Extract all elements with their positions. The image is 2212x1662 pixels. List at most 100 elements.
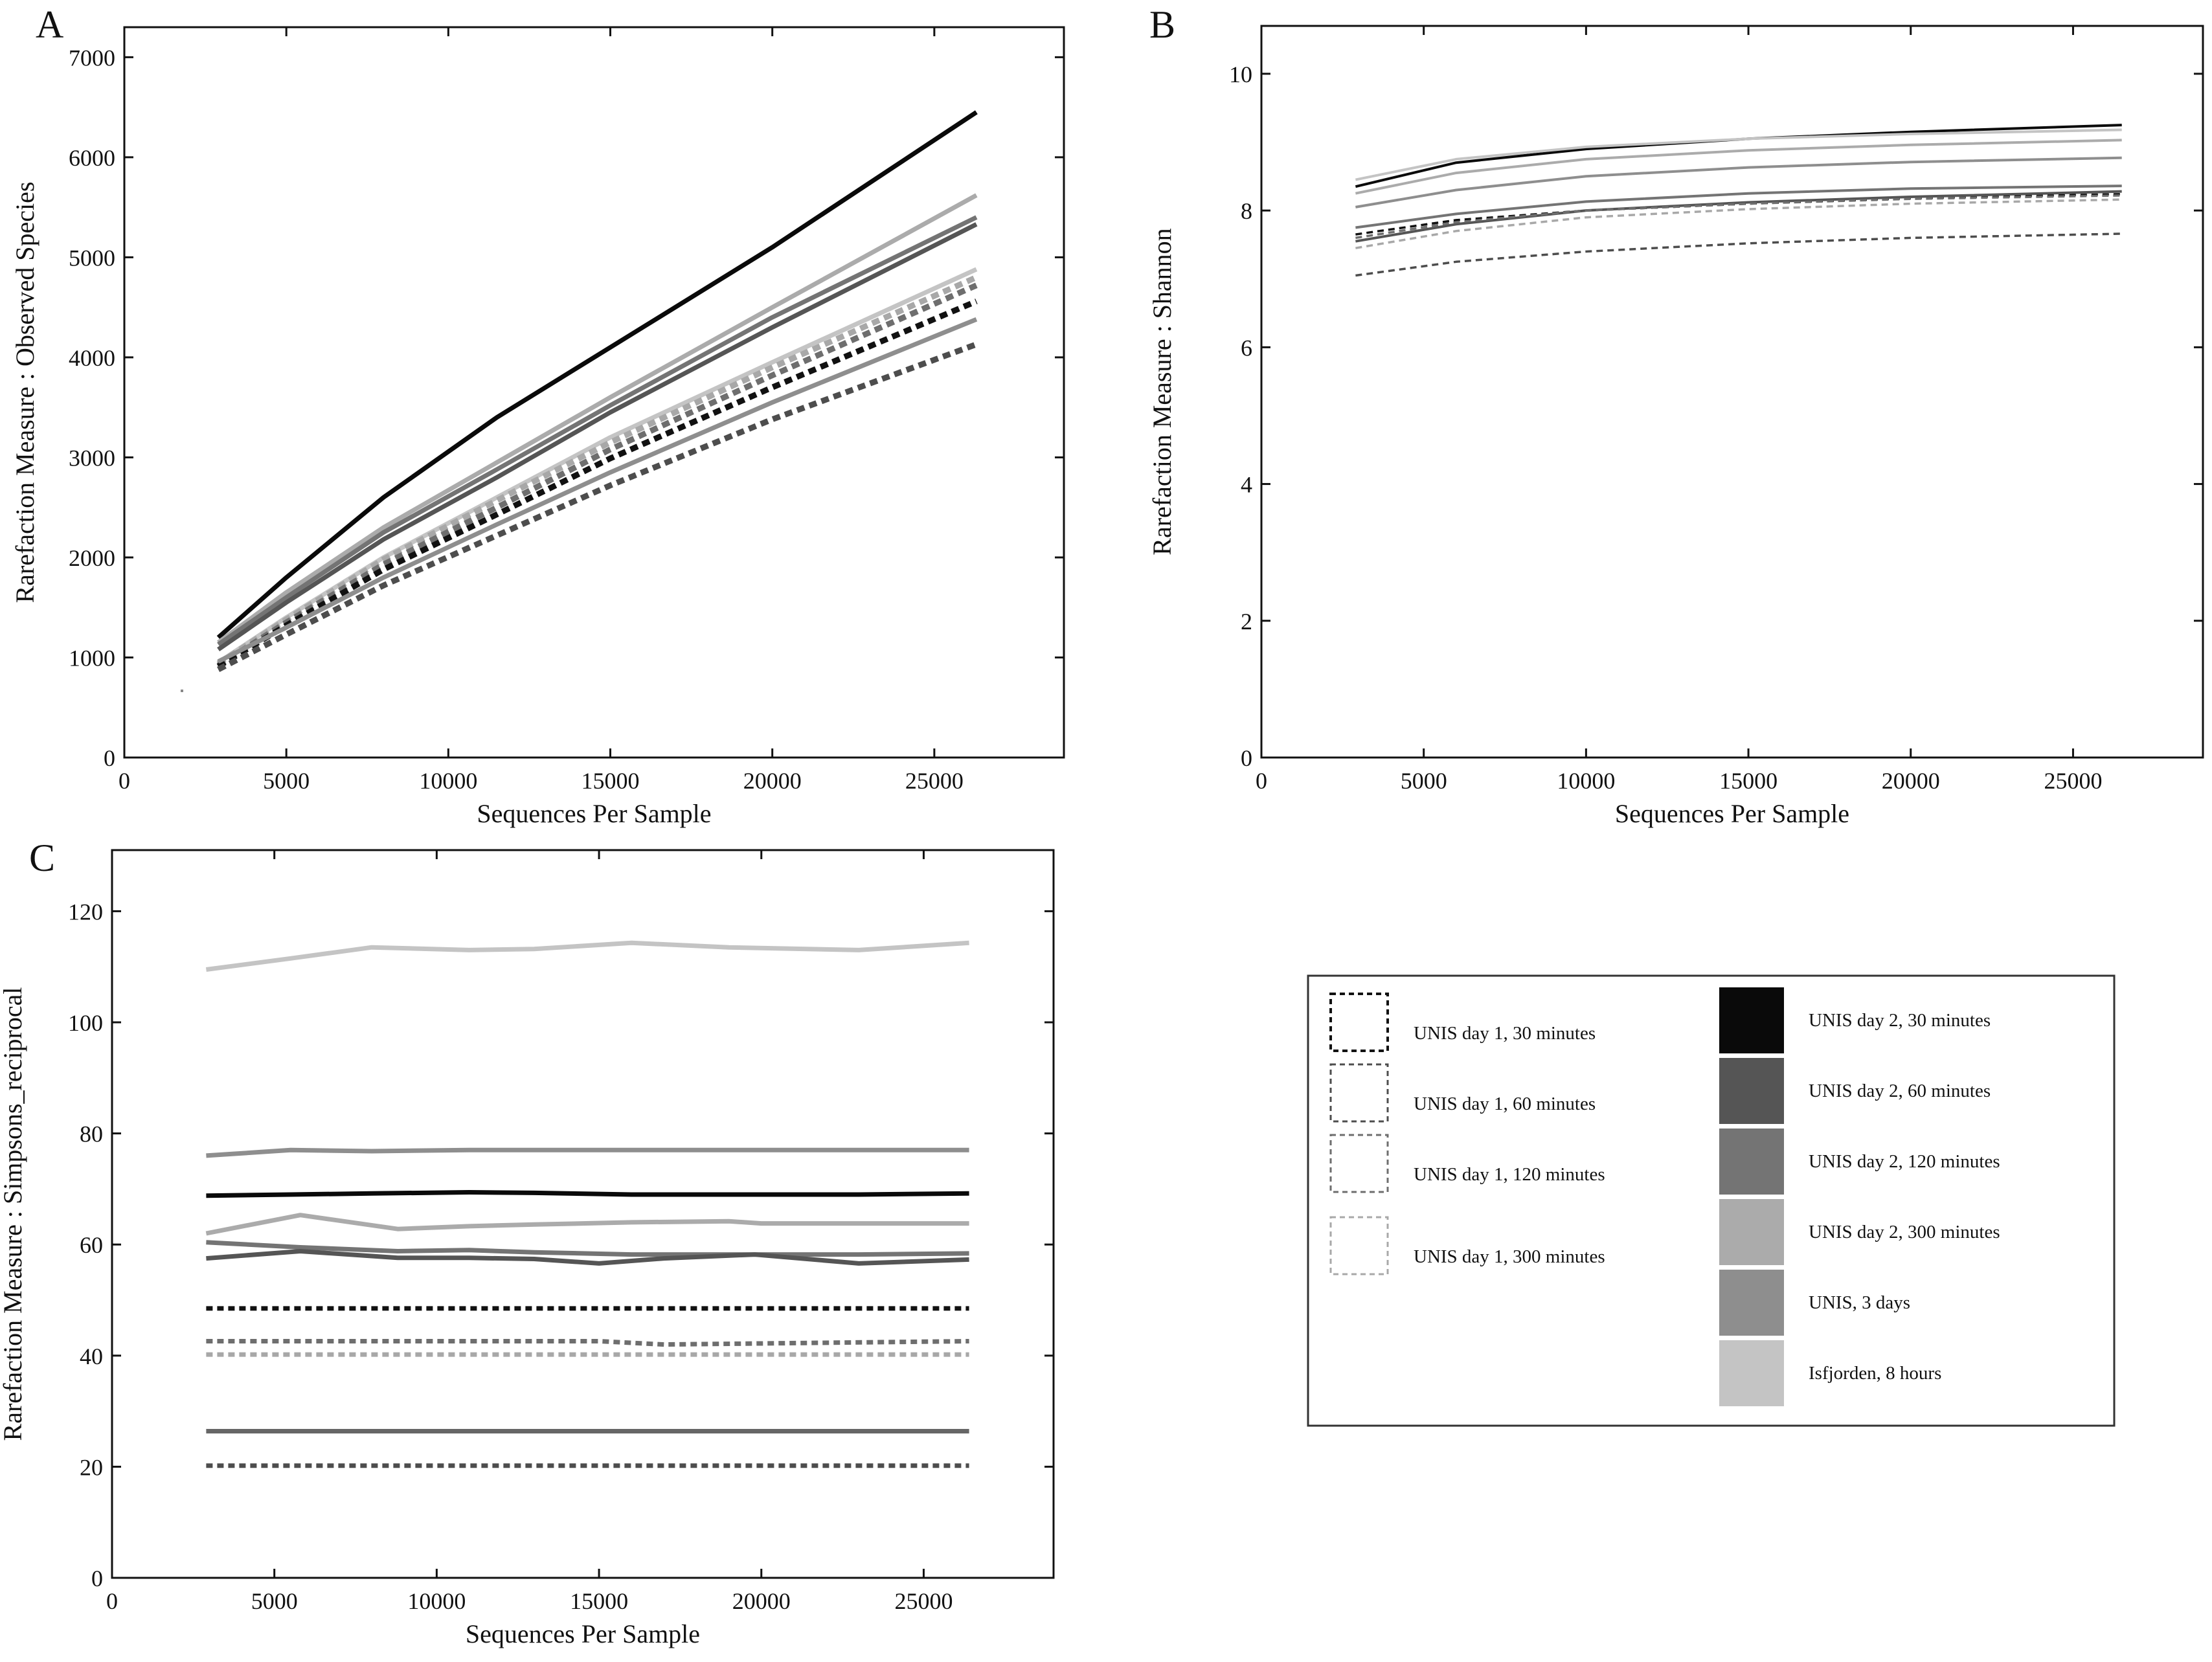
panel-c-y-tick-label: 0 xyxy=(91,1566,103,1591)
panel-c-x-tick-label: 25000 xyxy=(894,1588,953,1614)
panel-c-plot-frame xyxy=(111,849,1055,1579)
panel-b-x-tick-label: 10000 xyxy=(1557,768,1615,794)
panel-a-x-tick-label: 25000 xyxy=(905,768,964,794)
panel-b-y-tick-label: 8 xyxy=(1241,198,1252,224)
panel-b-series-d2-120 xyxy=(1355,185,2122,229)
panel-b-x-tick-label: 25000 xyxy=(2044,768,2102,794)
panel-b-x-tick-label: 0 xyxy=(1256,768,1267,794)
legend-swatch xyxy=(1329,1134,1389,1193)
panel-b: B 0 5000 10000 15000 20000 25000 0 2 4 6 8 10 Sequen… xyxy=(1147,3,2204,828)
panel-b-x-tick-label: 5000 xyxy=(1401,768,1447,794)
legend-item-d2-30: UNIS day 2, 30 minutes xyxy=(1719,987,1991,1053)
panel-b-y-tick-label: 2 xyxy=(1241,609,1252,634)
legend-swatch xyxy=(1329,1063,1389,1123)
panel-c-series-d2-300 xyxy=(205,1213,969,1236)
legend-label: UNIS day 2, 300 minutes xyxy=(1809,1222,2000,1242)
legend-label: UNIS day 2, 30 minutes xyxy=(1809,1010,1991,1031)
legend-item-d2-60: UNIS day 2, 60 minutes xyxy=(1719,1058,1991,1124)
panel-a-series-d3 xyxy=(217,317,978,664)
legend-item-d1-120: UNIS day 1, 120 minutes xyxy=(1329,1134,1605,1193)
panel-a-series-d2-300 xyxy=(217,193,978,645)
panel-b-series-d1-300 xyxy=(1355,198,2122,249)
legend-item-d1-300: UNIS day 1, 300 minutes xyxy=(1329,1216,1605,1275)
legend-swatch xyxy=(1719,1129,1784,1195)
panel-a: A 0 5000 10000 15000 20000 25000 0 1000 2000 3000… xyxy=(10,3,1065,828)
panel-c-x-tick-label: 15000 xyxy=(570,1588,628,1614)
legend-swatch xyxy=(1329,1216,1389,1275)
panel-b-y-tick-label: 10 xyxy=(1229,62,1252,87)
legend-item-d1-60: UNIS day 1, 60 minutes xyxy=(1329,1063,1596,1123)
panel-b-series-d1-60 xyxy=(1355,232,2122,277)
panel-a-x-tick-label: 5000 xyxy=(263,768,310,794)
legend-item-d3: UNIS, 3 days xyxy=(1719,1270,1910,1336)
panel-c-series-d2-120 xyxy=(206,1240,969,1257)
panel-c-y-tick-label: 100 xyxy=(68,1010,103,1036)
panel-a-series-d2-60 xyxy=(217,222,978,651)
legend-swatch xyxy=(1719,1270,1784,1336)
panel-b-x-tick-label: 15000 xyxy=(1719,768,1778,794)
legend-label: UNIS day 2, 120 minutes xyxy=(1809,1151,2000,1172)
panel-b-x-tick-label: 20000 xyxy=(1882,768,1940,794)
legend: UNIS day 1, 30 minutes UNIS day 1, 60 min… xyxy=(1307,974,2116,1427)
panel-b-y-axis-title: Rarefaction Measure : Shannon xyxy=(1147,228,1177,555)
legend-swatch xyxy=(1329,993,1389,1052)
panel-b-series-d2-300 xyxy=(1355,139,2122,195)
panel-c-y-axis-title: Rarefaction Measure : Simpsons_reciproca… xyxy=(0,987,27,1441)
legend-label: UNIS day 1, 60 minutes xyxy=(1414,1094,1596,1114)
panel-a-y-tick-label: 0 xyxy=(104,745,115,771)
panel-a-x-axis-title: Sequences Per Sample xyxy=(477,799,711,828)
panel-b-series-isf xyxy=(1355,128,2122,181)
panel-b-series-d3 xyxy=(1355,156,2122,208)
panel-c-y-tick-label: 40 xyxy=(80,1343,103,1369)
panel-c-x-tick-label: 20000 xyxy=(732,1588,791,1614)
panel-a-plot-frame xyxy=(123,26,1065,759)
panel-c-x-tick-label: 10000 xyxy=(407,1588,466,1614)
panel-a-series-d2-120 xyxy=(217,215,978,647)
legend-box xyxy=(1307,974,2116,1427)
panel-b-y-tick-label: 0 xyxy=(1241,745,1252,771)
panel-b-letter: B xyxy=(1149,3,1175,46)
panel-c-y-tick-label: 20 xyxy=(80,1454,103,1480)
legend-item-d1-30: UNIS day 1, 30 minutes xyxy=(1329,993,1596,1052)
legend-label: UNIS, 3 days xyxy=(1809,1292,1910,1313)
panel-a-stray-dot xyxy=(181,690,183,692)
panel-a-y-tick-label: 6000 xyxy=(69,145,115,171)
panel-b-x-axis-title: Sequences Per Sample xyxy=(1615,799,1849,828)
panel-a-series-d2-30 xyxy=(216,110,978,640)
panel-c-x-axis-title: Sequences Per Sample xyxy=(466,1619,700,1648)
panel-c-x-tick-label: 5000 xyxy=(251,1588,298,1614)
panel-a-y-tick-label: 7000 xyxy=(69,45,115,71)
panel-b-plot-frame xyxy=(1260,25,2204,759)
panel-a-y-axis-title: Rarefaction Measure : Observed Species xyxy=(10,182,40,603)
panel-a-y-tick-label: 4000 xyxy=(69,345,115,371)
panel-b-y-tick-label: 4 xyxy=(1241,472,1252,498)
panel-c-series-d2-30 xyxy=(206,1190,969,1198)
panel-c-series-d1-120 xyxy=(206,1339,969,1347)
legend-swatch xyxy=(1719,987,1784,1053)
panel-a-y-tick-label: 3000 xyxy=(69,445,115,471)
legend-swatch xyxy=(1719,1199,1784,1265)
legend-label: UNIS day 1, 120 minutes xyxy=(1414,1164,1605,1185)
panel-a-letter: A xyxy=(36,3,63,46)
legend-label: UNIS day 1, 30 minutes xyxy=(1414,1023,1596,1044)
legend-swatch xyxy=(1719,1340,1784,1406)
legend-swatch xyxy=(1719,1058,1784,1124)
legend-item-d2-300: UNIS day 2, 300 minutes xyxy=(1719,1199,2000,1265)
panel-c-letter: C xyxy=(29,837,55,879)
panel-c-series-isf xyxy=(205,940,969,972)
legend-label: Isfjorden, 8 hours xyxy=(1809,1363,1941,1384)
panel-a-y-tick-label: 1000 xyxy=(69,645,115,671)
panel-b-series-d1-120 xyxy=(1355,194,2122,240)
panel-c-y-tick-label: 60 xyxy=(80,1232,103,1258)
legend-label: UNIS day 1, 300 minutes xyxy=(1414,1246,1605,1267)
panel-a-x-tick-label: 10000 xyxy=(419,768,477,794)
panel-b-y-tick-label: 6 xyxy=(1241,335,1252,361)
panel-c-y-tick-label: 80 xyxy=(80,1121,103,1147)
panel-a-x-tick-label: 20000 xyxy=(743,768,802,794)
panel-c-x-tick-label: 0 xyxy=(106,1588,118,1614)
legend-item-d2-120: UNIS day 2, 120 minutes xyxy=(1719,1129,2000,1195)
panel-a-y-tick-label: 5000 xyxy=(69,245,115,271)
panel-a-x-tick-label: 0 xyxy=(119,768,130,794)
panel-c: C 0 5000 10000 15000 20000 25000 0 20 40 60 80 100 1… xyxy=(0,837,1055,1648)
